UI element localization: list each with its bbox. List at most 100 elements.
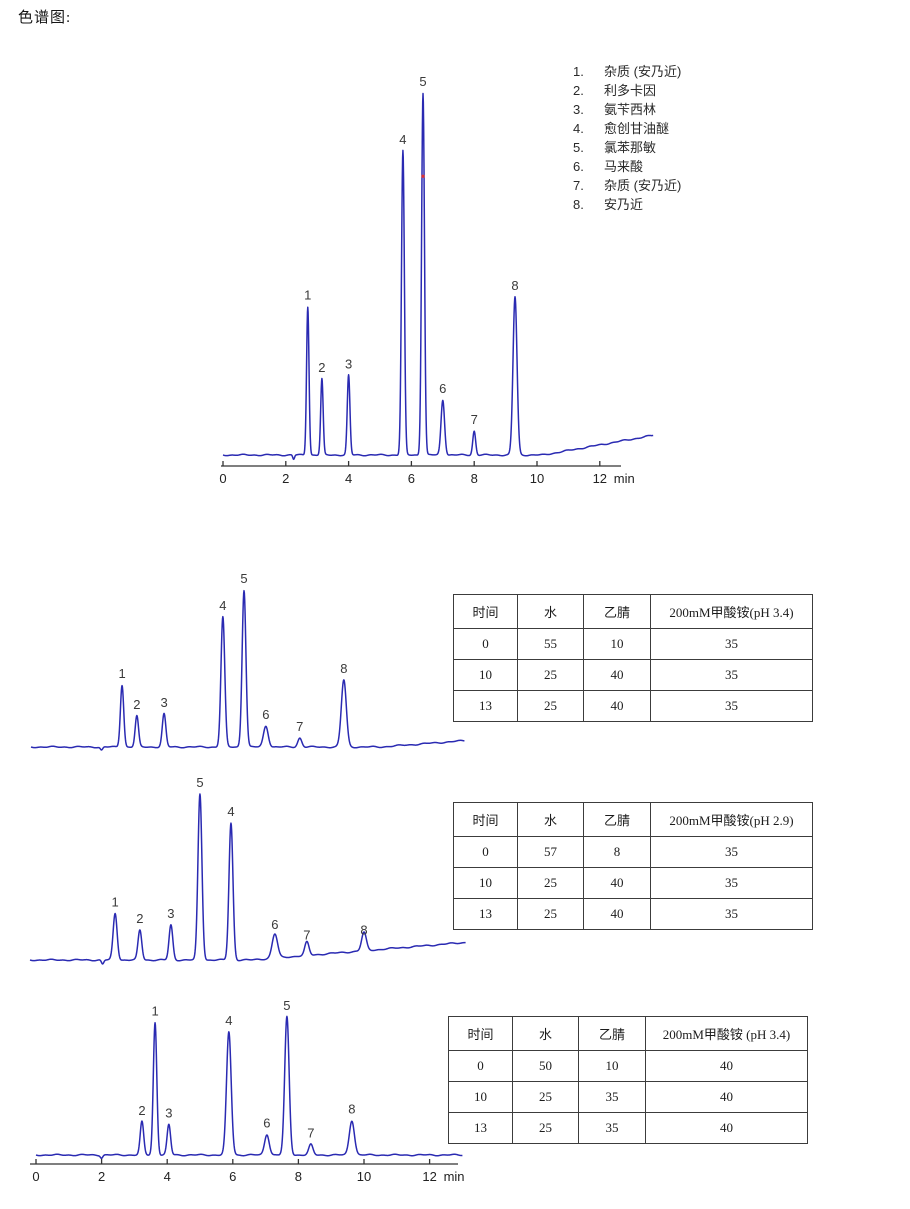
x-axis-unit-label: min	[444, 1169, 465, 1184]
gradient-table-1: 时间水乙腈 200mM甲酸铵(pH 3.4) 0 55 10 35 10 25 40 35 13 25…	[453, 594, 813, 722]
x-tick-label-8: 8	[295, 1169, 302, 1184]
table-row: 0 57 8 35	[453, 836, 813, 868]
table-row: 0 55 10 35	[453, 628, 813, 660]
table-header-cell: 水	[517, 802, 584, 837]
table-cell: 35	[650, 867, 813, 899]
trace-line	[30, 589, 465, 751]
x-tick-label-8: 8	[471, 471, 478, 486]
table-header-cell: 乙腈	[578, 1016, 646, 1051]
peak-label-6: 6	[271, 917, 278, 932]
peak-label-8: 8	[511, 278, 518, 293]
table-header-cell: 时间	[453, 802, 518, 837]
peak-label-3: 3	[165, 1106, 172, 1121]
table-cell: 25	[517, 898, 584, 930]
legend-item-label: 杂质 (安乃近)	[604, 64, 682, 79]
table-row: 0 50 10 40	[448, 1050, 808, 1082]
table-header-cell: 200mM甲酸铵(pH 3.4)	[650, 594, 813, 629]
peak-label-4: 4	[225, 1013, 232, 1028]
legend-item-8: 8. 安乃近	[573, 195, 681, 214]
legend-item-label: 氨苄西林	[604, 102, 657, 117]
table-cell: 40	[645, 1081, 808, 1113]
legend-item-number: 8.	[573, 197, 584, 212]
peak-label-5: 5	[419, 74, 426, 89]
table-cell: 0	[453, 836, 518, 868]
peak-label-4: 4	[227, 804, 234, 819]
peak-label-6: 6	[262, 707, 269, 722]
table-cell: 25	[517, 867, 584, 899]
legend-item-label: 愈创甘油醚	[604, 121, 670, 136]
table-header-cell: 乙腈	[583, 594, 651, 629]
x-tick-label-4: 4	[345, 471, 352, 486]
table-cell: 10	[453, 659, 518, 691]
table-header-row: 时间水乙腈 200mM甲酸铵(pH 3.4)	[453, 594, 813, 629]
x-tick-label-2: 2	[98, 1169, 105, 1184]
table-cell: 35	[650, 836, 813, 868]
table-cell: 35	[650, 628, 813, 660]
table-cell: 35	[650, 690, 813, 722]
x-tick-label-2: 2	[282, 471, 289, 486]
table-cell: 10	[583, 628, 651, 660]
table-cell: 10	[453, 867, 518, 899]
chromatogram-gradient-ph3.4-55-10-35-svg: 1 2 3 45 6 7 8	[30, 571, 465, 751]
x-tick-label-12: 12	[593, 471, 607, 486]
legend-item-number: 3.	[573, 102, 584, 117]
table-cell: 57	[517, 836, 584, 868]
legend-item-2: 2. 利多卡因	[573, 81, 681, 100]
table-cell: 0	[453, 628, 518, 660]
table-header-cell: 200mM甲酸铵 (pH 3.4)	[645, 1016, 808, 1051]
gradient-table-3: 时间水乙腈 200mM甲酸铵 (pH 3.4) 0 50 10 40 10 25 35 40 13 2…	[448, 1016, 808, 1144]
peak-label-7: 7	[303, 928, 310, 943]
legend-item-5: 5. 氯苯那敏	[573, 138, 681, 157]
peak-label-5: 5	[196, 775, 203, 790]
chromatogram-3: 1 2 3 5 4 6 7 8	[22, 772, 467, 968]
trace-line	[222, 92, 654, 461]
legend-item-label: 氯苯那敏	[604, 140, 657, 155]
peak-label-6: 6	[263, 1115, 270, 1130]
table-header-cell: 200mM甲酸铵(pH 2.9)	[650, 802, 813, 837]
table-cell: 25	[512, 1081, 579, 1113]
peak-label-3: 3	[160, 695, 167, 710]
legend-item-7: 7. 杂质 (安乃近)	[573, 176, 681, 195]
table-cell: 50	[512, 1050, 579, 1082]
table-cell: 13	[453, 690, 518, 722]
table-cell: 40	[583, 867, 651, 899]
table-cell: 40	[645, 1050, 808, 1082]
table-cell: 25	[512, 1112, 579, 1144]
table-cell: 35	[650, 659, 813, 691]
table-header-cell: 水	[517, 594, 584, 629]
table-row: 13 25 40 35	[453, 898, 813, 930]
peak-label-1: 1	[304, 288, 311, 303]
x-tick-label-10: 10	[530, 471, 544, 486]
peak-label-3: 3	[345, 356, 352, 371]
x-tick-label-12: 12	[422, 1169, 436, 1184]
peak-label-2: 2	[138, 1103, 145, 1118]
table-header-row: 时间水乙腈 200mM甲酸铵 (pH 3.4)	[448, 1016, 808, 1051]
legend-item-number: 2.	[573, 83, 584, 98]
gradient-table-2: 时间水乙腈 200mM甲酸铵(pH 2.9) 0 57 8 35 10 25 40 35 13 25 4…	[453, 802, 813, 930]
peak-label-8: 8	[340, 661, 347, 676]
legend-item-number: 6.	[573, 159, 584, 174]
table-cell: 13	[448, 1112, 513, 1144]
legend-item-4: 4. 愈创甘油醚	[573, 119, 681, 138]
legend-item-label: 利多卡因	[604, 83, 657, 98]
peak-legend: 1. 杂质 (安乃近) 2. 利多卡因 3. 氨苄西林 4. 愈创甘油醚 5. 氯苯那敏 6. 马来酸…	[573, 62, 681, 214]
table-cell: 8	[583, 836, 651, 868]
table-cell: 10	[448, 1081, 513, 1113]
legend-item-6: 6. 马来酸	[573, 157, 681, 176]
peak-label-7: 7	[307, 1126, 314, 1141]
x-tick-label-10: 10	[357, 1169, 371, 1184]
table-cell: 40	[583, 690, 651, 722]
table-cell: 35	[650, 898, 813, 930]
peak-label-8: 8	[360, 923, 367, 938]
table-cell: 40	[583, 659, 651, 691]
table-row: 10 25 40 35	[453, 867, 813, 899]
table-cell: 35	[578, 1112, 646, 1144]
table-cell: 40	[645, 1112, 808, 1144]
x-tick-label-0: 0	[219, 471, 226, 486]
table-row: 13 25 40 35	[453, 690, 813, 722]
peak-label-4: 4	[399, 132, 406, 147]
table-cell: 0	[448, 1050, 513, 1082]
peak-label-1: 1	[118, 666, 125, 681]
